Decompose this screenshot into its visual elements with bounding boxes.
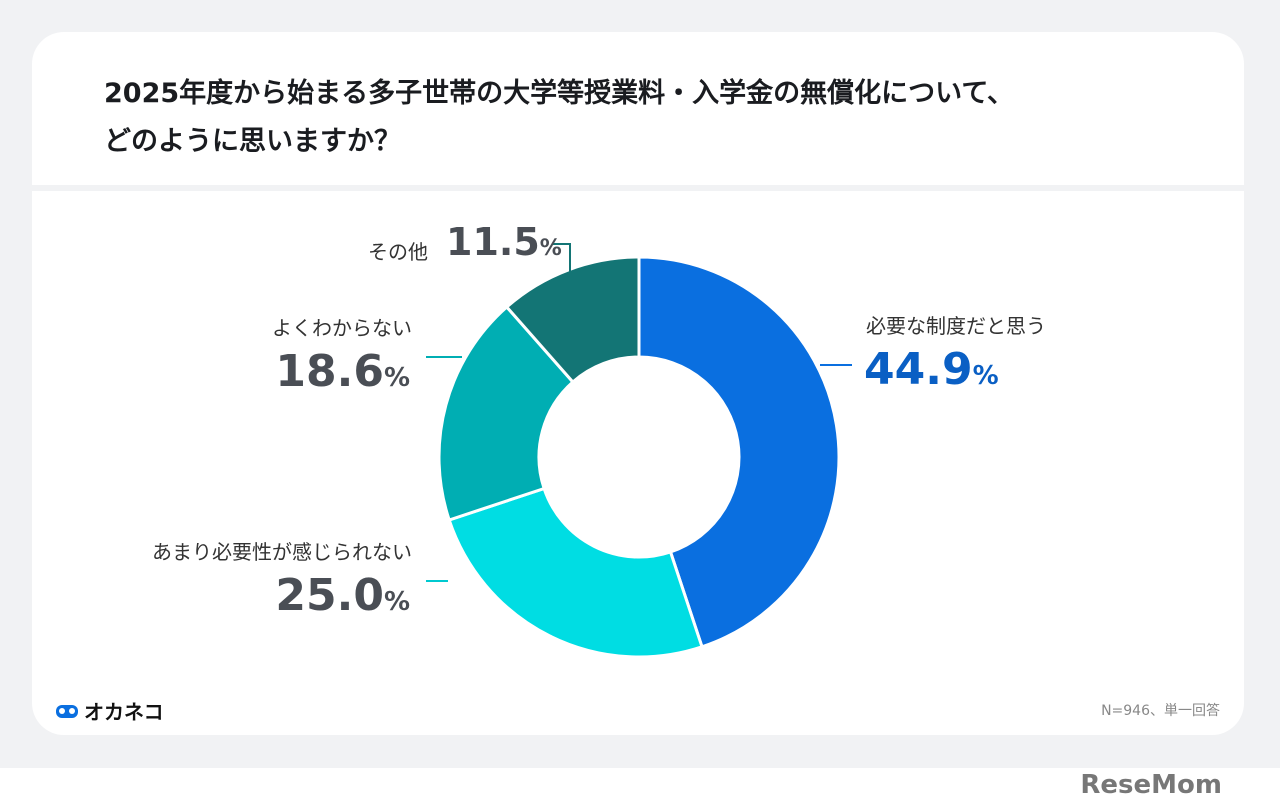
brand-logo: オカネコ: [56, 696, 164, 725]
title-line-1: 2025年度から始まる多子世帯の大学等授業料・入学金の無償化について、: [104, 78, 1014, 109]
label-0: 必要な制度だと思う: [866, 314, 1046, 338]
watermark: ReseMom: [1080, 770, 1222, 800]
title-line-2: どのように思いますか？: [104, 126, 401, 157]
chart-title: 2025年度から始まる多子世帯の大学等授業料・入学金の無償化について、 どのように…: [104, 70, 1014, 166]
logo-icon: [56, 704, 78, 718]
value-0: 44.9%: [864, 344, 999, 395]
sample-note: N=946、単一回答: [1101, 703, 1220, 719]
divider: [32, 185, 1244, 191]
label-1: あまり必要性が感じられない: [152, 540, 412, 564]
value-1: 25.0%: [275, 570, 410, 621]
value-2: 18.6%: [275, 346, 410, 397]
value-3: 11.5%: [446, 220, 562, 264]
donut-slice-1: [447, 486, 704, 659]
donut-slice-3: [504, 255, 641, 385]
label-2: よくわからない: [272, 316, 412, 340]
leader-line-3: [552, 243, 571, 272]
donut-slice-0: [637, 255, 841, 649]
label-3: その他: [368, 240, 428, 264]
donut-slice-2: [437, 304, 575, 522]
